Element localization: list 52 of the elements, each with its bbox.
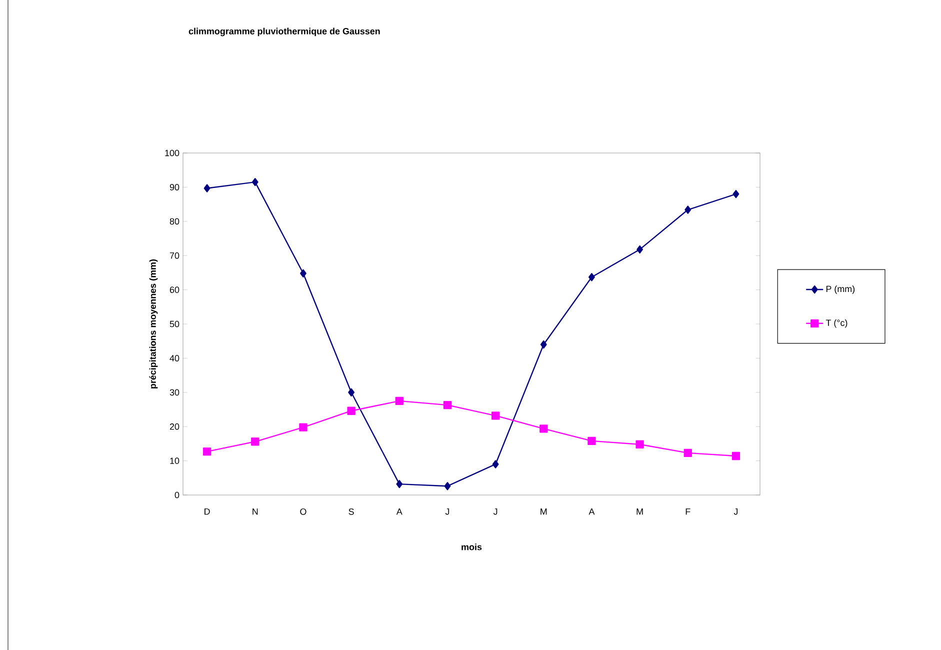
y-tick-label: 50 [170,320,180,328]
x-tick-label: N [252,508,258,515]
legend-label: T (°c) [826,319,848,328]
x-tick-label: D [204,508,210,515]
y-tick-label: 10 [170,458,180,464]
x-tick-label: S [348,508,354,515]
x-tick-label: J [445,508,450,515]
x-tick-label: O [300,508,306,515]
y-tick-label: 80 [170,218,180,225]
legend-label: P (mm) [826,286,855,294]
point [204,184,210,192]
y-tick-label: 100 [165,150,180,156]
y-tick-label: 0 [174,492,180,498]
point [588,273,595,282]
chart-title: climmogramme pluviothermique de Gaussen [188,28,380,36]
point [684,206,692,214]
point [252,178,258,186]
point [491,412,500,420]
point [443,400,452,410]
x-tick-label: M [636,508,643,515]
point [251,438,260,446]
point [347,406,356,415]
point [540,340,547,349]
point [636,440,644,448]
point [540,424,548,433]
point [732,190,740,198]
point [202,447,212,456]
x-tick-label: F [686,508,690,515]
y-tick-label: 30 [170,389,180,396]
point [395,396,404,406]
x-tick-label: A [588,508,595,515]
point [444,482,451,490]
y-tick-label: 90 [170,184,180,190]
point [348,388,355,396]
x-axis-title: mois [462,544,482,550]
point [684,448,692,458]
x-tick-label: J [493,508,498,515]
y-tick-label: 70 [170,252,180,259]
point [300,269,306,278]
point [636,245,644,254]
y-tick-label: 20 [170,423,180,430]
point [299,423,308,432]
point [396,480,403,488]
point [588,436,596,446]
point [732,452,740,460]
x-tick-label: A [396,508,402,515]
y-tick-label: 40 [170,355,180,362]
point [492,460,499,468]
y-axis-title: précipitations moyennes (mm) [149,259,158,388]
y-tick-label: 60 [170,286,180,293]
x-tick-label: M [540,508,547,515]
x-tick-label: J [734,508,738,515]
